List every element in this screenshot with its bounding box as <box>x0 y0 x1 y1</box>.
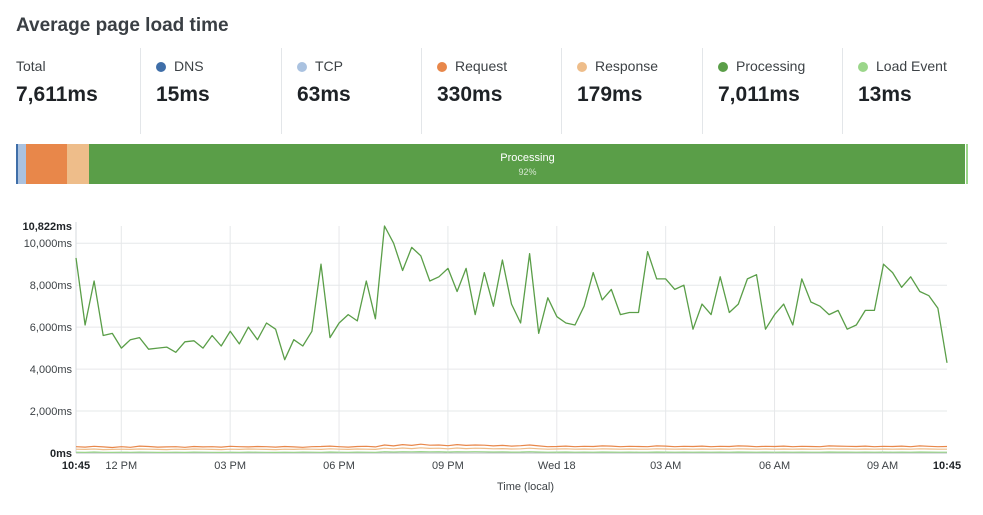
metric-value: 179ms <box>577 83 643 106</box>
bar-segment-label: Processing <box>500 152 555 164</box>
metric-value: 7,011ms <box>718 83 800 106</box>
metric-value: 7,611ms <box>16 83 98 106</box>
metric-label-text: Processing <box>736 58 806 74</box>
y-tick-label: 6,000ms <box>30 322 73 334</box>
metric-label-text: Load Event <box>876 58 947 74</box>
bar-segment-response[interactable] <box>67 144 90 184</box>
bar-segment-percent: 92% <box>518 167 537 177</box>
x-tick-label: 06 PM <box>323 460 355 472</box>
page-title: Average page load time <box>16 15 229 36</box>
metric-label-text: Total <box>16 58 46 74</box>
legend-dot-icon <box>437 62 447 72</box>
bar-segment-processing[interactable]: Processing 92% <box>89 144 966 184</box>
metric-divider <box>140 48 141 134</box>
metric-divider <box>421 48 422 134</box>
metric-total: Total 7,611ms <box>0 48 140 134</box>
bar-segment-dns[interactable] <box>16 144 18 184</box>
legend-dot-icon <box>156 62 166 72</box>
y-tick-label: 4,000ms <box>30 364 73 376</box>
metric-value: 63ms <box>297 83 351 106</box>
legend-dot-icon <box>577 62 587 72</box>
metric-load-event: Load Event 13ms <box>842 48 982 134</box>
metric-label: Response <box>577 58 658 74</box>
x-tick-label: 06 AM <box>759 460 790 472</box>
legend-dot-icon <box>718 62 728 72</box>
metric-label: Request <box>437 58 507 74</box>
x-tick-label: 09 PM <box>432 460 464 472</box>
y-max-label: 10,822ms <box>22 221 72 233</box>
bar-segment-tcp[interactable] <box>18 144 26 184</box>
y-tick-label: 0ms <box>50 448 72 460</box>
metric-label: TCP <box>297 58 343 74</box>
metric-label-text: Response <box>595 58 659 74</box>
metric-label: DNS <box>156 58 204 74</box>
x-axis-label: Time (local) <box>497 481 554 493</box>
bar-segment-load-event[interactable] <box>965 144 968 184</box>
x-tick-label: 09 AM <box>867 460 898 472</box>
metric-label-text: TCP <box>315 58 343 74</box>
series-line-0 <box>75 225 948 363</box>
metric-label-text: Request <box>455 58 508 74</box>
y-tick-label: 2,000ms <box>30 406 73 418</box>
metric-divider <box>702 48 703 134</box>
metric-tcp: TCP 63ms <box>281 48 421 134</box>
x-tick-label: 03 PM <box>214 460 246 472</box>
metric-divider <box>281 48 282 134</box>
metric-value: 330ms <box>437 83 503 106</box>
x-tick-label: 10:45 <box>62 460 90 472</box>
metric-label-text: DNS <box>174 58 204 74</box>
series-line-2 <box>75 447 947 451</box>
legend-dot-icon <box>858 62 868 72</box>
x-tick-label: 03 AM <box>650 460 681 472</box>
x-tick-label: 12 PM <box>105 460 137 472</box>
y-tick-label: 10,000ms <box>24 238 73 250</box>
bar-segment-request[interactable] <box>25 144 68 184</box>
metrics-row: Total 7,611ms DNS 15ms TCP 63ms Request 330ms Re… <box>0 48 983 134</box>
series-line-3 <box>75 451 947 453</box>
x-tick-label: 10:45 <box>933 460 961 472</box>
breakdown-bar[interactable]: Processing 92% <box>16 144 968 184</box>
metric-label: Load Event <box>858 58 947 74</box>
metric-dns: DNS 15ms <box>140 48 280 134</box>
metric-divider <box>842 48 843 134</box>
metric-request: Request 330ms <box>421 48 561 134</box>
legend-dot-icon <box>297 62 307 72</box>
load-time-chart: 0ms 2,000ms 4,000ms 6,000ms 8,000ms 10,000ms 1… <box>22 221 961 493</box>
series-line-1 <box>75 443 948 449</box>
x-tick-label: Wed 18 <box>538 460 576 472</box>
metric-label: Total <box>16 58 46 74</box>
metric-divider <box>561 48 562 134</box>
metric-processing: Processing 7,011ms <box>702 48 842 134</box>
y-tick-label: 8,000ms <box>30 280 73 292</box>
metric-response: Response 179ms <box>561 48 701 134</box>
metric-label: Processing <box>718 58 805 74</box>
metric-value: 15ms <box>156 83 210 106</box>
metric-value: 13ms <box>858 83 912 106</box>
